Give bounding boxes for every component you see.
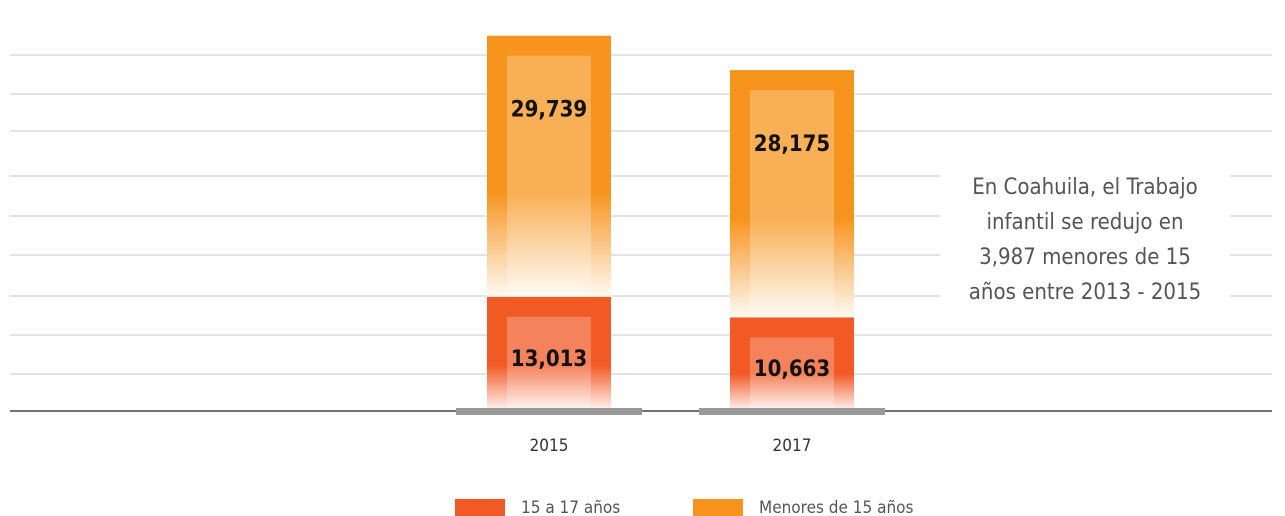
bar-fade: [487, 296, 611, 411]
x-tick-label: 2015: [530, 436, 569, 456]
annotation: infantil se redujo en: [986, 210, 1183, 235]
bar-base: [699, 408, 885, 415]
bar-fade: [730, 70, 854, 318]
value-label: 28,175: [754, 132, 830, 157]
legend-label: 15 a 17 años: [521, 498, 620, 516]
annotation: 3,987 menores de 15: [979, 245, 1191, 270]
legend-swatch: [455, 499, 505, 516]
value-label: 13,013: [511, 347, 587, 372]
bar-base: [456, 408, 642, 415]
bar-fade: [730, 317, 854, 411]
value-label: 10,663: [754, 357, 830, 382]
legend-label: Menores de 15 años: [759, 498, 914, 516]
annotation: En Coahuila, el Trabajo: [972, 175, 1198, 200]
grid: [10, 54, 1272, 375]
bar-fade: [487, 35, 611, 297]
value-label: 29,739: [511, 98, 587, 123]
x-tick-label: 2017: [773, 436, 812, 456]
legend-swatch: [693, 499, 743, 516]
annotation-bg: [940, 160, 1230, 320]
annotation: años entre 2013 - 2015: [969, 280, 1201, 305]
